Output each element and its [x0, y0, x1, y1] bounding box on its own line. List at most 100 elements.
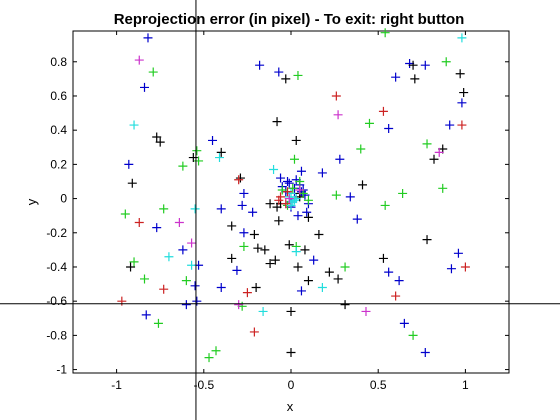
- x-tick-label: 0.5: [370, 378, 387, 392]
- y-tick-label: 0: [60, 192, 67, 206]
- error-point-cyan: [457, 33, 467, 43]
- error-point-blue: [296, 286, 306, 296]
- error-point-black: [272, 202, 282, 212]
- error-point-blue: [352, 214, 362, 224]
- error-point-blue: [399, 318, 409, 328]
- error-point-magenta: [333, 110, 343, 120]
- error-point-cyan: [317, 283, 327, 292]
- error-point-blue: [391, 72, 401, 82]
- error-markers: [117, 28, 470, 363]
- y-tick-label: -0.6: [46, 294, 67, 308]
- error-point-red: [460, 262, 470, 272]
- error-point-blue: [317, 168, 327, 178]
- y-tick-label: 0.4: [50, 123, 67, 137]
- error-point-black: [303, 276, 313, 286]
- error-point-black: [216, 147, 226, 157]
- error-point-blue: [274, 67, 284, 77]
- error-point-black: [300, 245, 310, 255]
- y-tick-label: -0.4: [46, 260, 67, 274]
- x-tick-label: 0: [288, 378, 295, 392]
- error-point-green: [178, 161, 188, 171]
- error-point-red: [283, 187, 293, 197]
- error-point-green: [277, 185, 287, 195]
- y-tick-label: -0.8: [46, 328, 67, 342]
- error-point-black: [155, 137, 165, 147]
- error-point-blue: [124, 159, 134, 169]
- y-tick-label: 0.8: [50, 55, 67, 69]
- error-point-green: [331, 190, 341, 200]
- error-point-green: [364, 118, 374, 128]
- error-point-green: [380, 200, 390, 210]
- error-point-black: [253, 243, 263, 253]
- y-tick-label: 0.6: [50, 89, 67, 103]
- error-point-blue: [216, 204, 226, 214]
- error-point-green: [303, 195, 313, 205]
- error-point-black: [314, 229, 324, 239]
- error-point-blue: [276, 173, 286, 183]
- x-tick-label: -1: [111, 378, 122, 392]
- error-point-black: [272, 117, 282, 127]
- error-point-black: [378, 253, 388, 263]
- error-point-cyan: [187, 260, 197, 270]
- error-point-magenta: [361, 306, 371, 316]
- error-point-black: [324, 267, 334, 277]
- error-point-black: [459, 88, 469, 98]
- error-point-blue: [309, 255, 319, 265]
- y-tick-label: 0.2: [50, 157, 67, 171]
- error-point-red: [234, 175, 244, 185]
- error-point-cyan: [129, 120, 139, 130]
- error-point-green: [288, 183, 298, 193]
- error-point-blue: [445, 120, 455, 130]
- error-point-blue: [141, 310, 151, 320]
- error-point-black: [303, 212, 313, 222]
- x-axis-label: x: [287, 399, 294, 414]
- error-point-red: [242, 288, 252, 298]
- error-point-red: [457, 120, 467, 130]
- error-point-cyan: [164, 252, 174, 262]
- error-point-blue: [420, 347, 430, 357]
- error-point-magenta: [434, 147, 444, 157]
- error-point-blue: [335, 154, 345, 164]
- error-point-blue: [394, 276, 404, 286]
- error-point-blue: [283, 176, 293, 186]
- error-point-black: [291, 135, 301, 145]
- error-point-blue: [181, 300, 191, 310]
- error-point-black: [274, 216, 284, 226]
- error-point-blue: [384, 267, 394, 277]
- error-point-green: [340, 262, 350, 272]
- error-point-green: [192, 146, 202, 156]
- error-point-blue: [237, 200, 247, 210]
- error-point-blue: [248, 207, 258, 217]
- x-tick-label: 1: [462, 378, 469, 392]
- error-point-green: [140, 274, 150, 284]
- error-point-magenta: [295, 185, 305, 195]
- error-point-cyan: [286, 200, 296, 210]
- error-point-green: [204, 353, 214, 363]
- error-point-black: [260, 245, 270, 255]
- error-point-cyan: [214, 153, 224, 163]
- error-point-black: [235, 173, 245, 183]
- error-point-black: [249, 229, 259, 239]
- error-point-blue: [384, 123, 394, 133]
- error-point-black: [227, 221, 237, 231]
- error-point-green: [293, 70, 303, 80]
- error-point-blue: [420, 60, 430, 70]
- error-point-red: [391, 291, 401, 301]
- error-point-black: [265, 259, 275, 269]
- error-point-magenta: [134, 55, 144, 65]
- axis-ticks: -1 -0.5 0 0.5 1 -1 -0.8 -0.6 -0.4 -0.2 0 0.2 0.4 0.6 0…: [46, 31, 509, 392]
- error-point-cyan: [289, 195, 299, 205]
- y-tick-label: -1: [56, 363, 67, 377]
- error-point-red: [249, 327, 259, 337]
- error-point-blue: [143, 33, 153, 43]
- error-point-black: [281, 74, 291, 84]
- error-point-green: [153, 318, 163, 328]
- error-point-black: [152, 132, 162, 142]
- error-point-black: [358, 180, 368, 190]
- error-point-cyan: [269, 165, 279, 175]
- error-point-black: [422, 235, 432, 245]
- error-point-black: [286, 306, 296, 316]
- error-point-blue: [457, 98, 467, 108]
- error-point-black: [410, 74, 420, 84]
- error-point-magenta: [187, 238, 197, 248]
